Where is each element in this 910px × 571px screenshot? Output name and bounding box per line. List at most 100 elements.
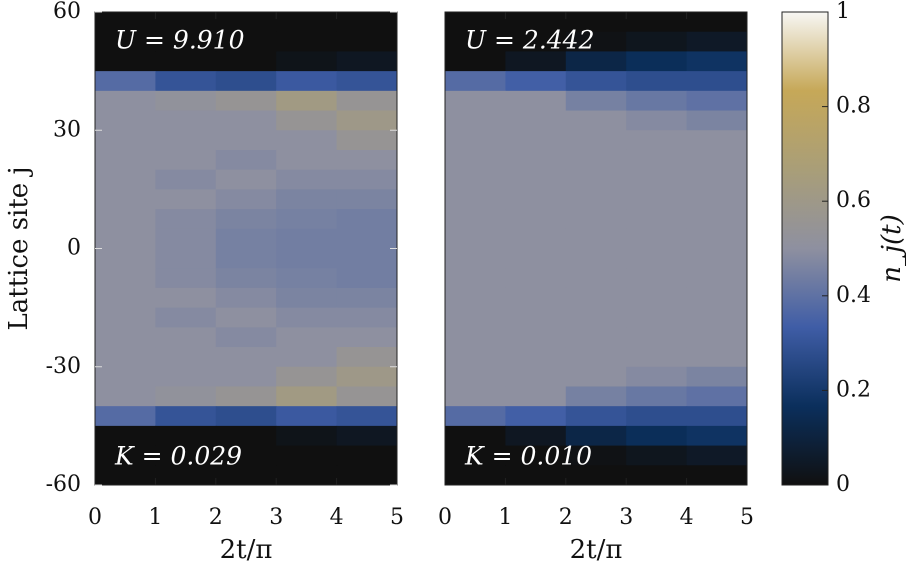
y-tick-label: 0 — [67, 236, 81, 261]
heatmap-cell — [445, 327, 506, 348]
heatmap-cell — [95, 406, 156, 427]
heatmap-cell — [445, 130, 506, 151]
heatmap-cell — [445, 425, 506, 447]
heatmap-cell — [686, 248, 748, 269]
heatmap-cell — [215, 209, 277, 230]
heatmap-cell — [95, 110, 156, 131]
heatmap-cell — [95, 12, 156, 33]
heatmap-cell — [565, 445, 627, 466]
heatmap-cell — [505, 445, 567, 466]
heatmap-cell — [505, 268, 567, 289]
heatmap-cell — [215, 51, 277, 72]
heatmap-cell — [686, 51, 748, 72]
heatmap-cell — [565, 189, 627, 210]
heatmap-cell — [95, 248, 156, 269]
heatmap-cell — [155, 189, 217, 210]
heatmap-cell — [565, 209, 627, 230]
heatmap-cell — [276, 366, 338, 387]
heatmap-cell — [565, 110, 627, 131]
heatmap-cell — [336, 248, 398, 269]
heatmap-cell — [565, 149, 627, 171]
x-axis-label: 2t/π — [570, 535, 623, 565]
heatmap-cell — [505, 90, 567, 112]
heatmap-cell — [565, 268, 627, 289]
heatmap-cell — [565, 90, 627, 112]
heatmap-cell — [336, 209, 398, 230]
heatmap-cell — [505, 366, 567, 387]
heatmap-cell — [626, 465, 688, 486]
heatmap-cell — [336, 189, 398, 210]
heatmap-cell — [505, 406, 567, 427]
x-tick-label: 1 — [498, 505, 512, 530]
heatmap-cell — [686, 465, 748, 486]
heatmap-cell — [215, 149, 277, 171]
heatmap-cell — [565, 71, 627, 92]
heatmap-cell — [155, 110, 217, 131]
heatmap-cell — [215, 366, 277, 387]
heatmap-cell — [155, 209, 217, 230]
y-tick-label: 60 — [53, 0, 81, 24]
heatmap-cell — [276, 31, 338, 52]
colorbar-label: n_j(t) — [877, 214, 907, 283]
colorbar-tick-label: 0.4 — [836, 283, 871, 308]
heatmap-cell — [215, 169, 277, 190]
x-tick-label: 0 — [88, 505, 102, 530]
x-tick-label: 5 — [740, 505, 754, 530]
heatmap-cell — [276, 386, 338, 407]
heatmap-cell — [155, 31, 217, 52]
heatmap-cell — [336, 347, 398, 368]
heatmap-cell — [505, 169, 567, 190]
heatmap-cell — [565, 31, 627, 52]
heatmap-cell — [445, 307, 506, 328]
heatmap-cell — [155, 149, 217, 171]
heatmap-cell — [336, 31, 398, 52]
heatmap-cell — [686, 149, 748, 171]
heatmap-cell — [95, 71, 156, 92]
heatmap-cell — [565, 228, 627, 249]
heatmap-cell — [505, 149, 567, 171]
colorbar-tick-label: 1 — [836, 0, 850, 24]
heatmap-cell — [505, 12, 567, 33]
heatmap-cell — [276, 169, 338, 190]
heatmap-cell — [505, 110, 567, 131]
heatmap-cell — [686, 366, 748, 387]
heatmap-cell — [445, 287, 506, 309]
heatmap-cell — [445, 209, 506, 230]
heatmap-cell — [445, 169, 506, 190]
heatmap-cell — [336, 287, 398, 309]
x-tick-label: 5 — [390, 505, 404, 530]
heatmap-cell — [565, 248, 627, 269]
heatmap-cell — [155, 327, 217, 348]
heatmap-cell — [505, 71, 567, 92]
heatmap-cell — [445, 445, 506, 466]
heatmap-cell — [686, 110, 748, 131]
heatmap-cell — [155, 425, 217, 447]
heatmap-cell — [95, 287, 156, 309]
colorbar — [781, 11, 829, 486]
heatmap-cell — [95, 465, 156, 486]
heatmap-cell — [95, 425, 156, 447]
heatmap-cell — [445, 51, 506, 72]
heatmap-cell — [276, 425, 338, 447]
heatmap-cell — [686, 130, 748, 151]
heatmap-cell — [215, 347, 277, 368]
heatmap-cell — [336, 406, 398, 427]
heatmap-cell — [626, 386, 688, 407]
heatmap-cell — [445, 189, 506, 210]
x-tick-label: 4 — [680, 505, 694, 530]
heatmap-cell — [445, 248, 506, 269]
heatmap-cell — [276, 287, 338, 309]
heatmap-cell — [336, 268, 398, 289]
heatmap-cell — [565, 465, 627, 486]
heatmap-cell — [626, 347, 688, 368]
heatmap-cell — [626, 110, 688, 131]
heatmap-cell — [686, 209, 748, 230]
heatmap-cell — [686, 12, 748, 33]
heatmap-cell — [95, 386, 156, 407]
heatmap-cell — [276, 347, 338, 368]
heatmap-cell — [276, 327, 338, 348]
x-tick-label: 0 — [438, 505, 452, 530]
heatmap-cell — [626, 209, 688, 230]
heatmap-cell — [686, 287, 748, 309]
heatmap-cell — [336, 110, 398, 131]
